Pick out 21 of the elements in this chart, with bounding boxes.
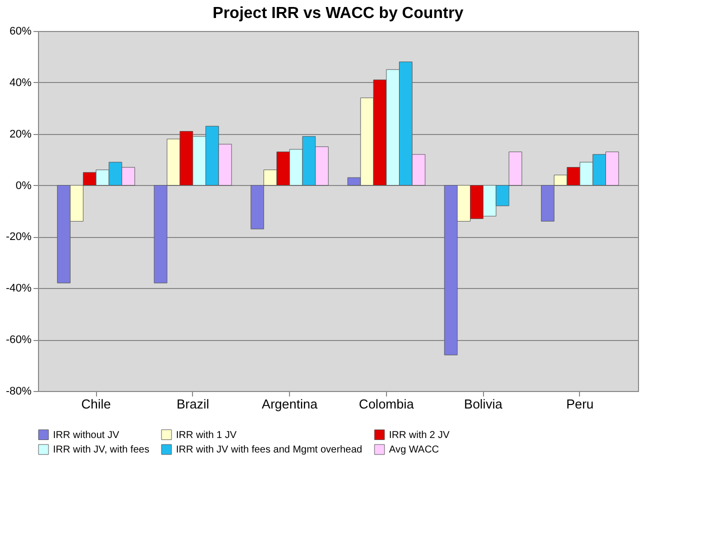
- legend-label: IRR with JV, with fees: [53, 444, 150, 456]
- x-tick-label: Peru: [566, 396, 594, 412]
- y-tick-label: -40%: [6, 282, 32, 295]
- y-tick-label: -20%: [6, 231, 32, 244]
- legend-label: IRR with 2 JV: [389, 430, 450, 441]
- y-tick-label: -60%: [6, 334, 32, 346]
- x-tick-label: Chile: [81, 396, 111, 412]
- chart-title: Project IRR vs WACC by Country: [212, 5, 464, 22]
- y-tick-label: -80%: [6, 386, 32, 398]
- y-tick-label: 20%: [9, 128, 32, 140]
- y-tick-label: 40%: [9, 76, 32, 89]
- x-tick-label: Brazil: [176, 396, 210, 412]
- x-tick-label: Colombia: [358, 396, 415, 412]
- y-tick-label: 0%: [16, 180, 32, 192]
- legend-label: IRR with 1 JV: [176, 430, 237, 441]
- y-tick-label: 60%: [9, 26, 32, 38]
- legend-label: IRR with JV with fees and Mgmt overhead: [176, 444, 362, 456]
- x-tick-label: Argentina: [262, 396, 318, 412]
- legend-label: IRR without JV: [53, 430, 120, 441]
- legend-label: Avg WACC: [389, 444, 440, 456]
- x-tick-label: Bolivia: [464, 396, 504, 412]
